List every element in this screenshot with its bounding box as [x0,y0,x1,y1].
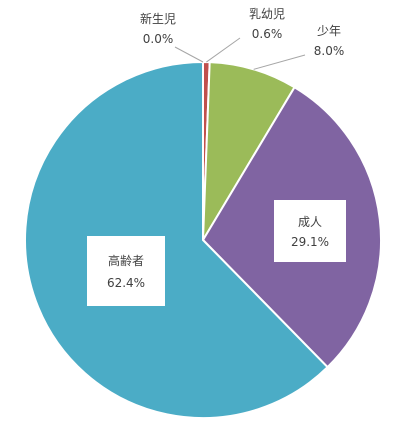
label-shonen-name: 少年 [317,24,341,38]
label-seijin-value: 29.1% [291,235,329,249]
slice-shonen [202,61,296,241]
label-nyuyoji-value: 0.6% [252,27,283,41]
label-seijin-name: 成人 [298,215,322,229]
leader-lines [174,37,306,70]
leader-shinseiji [174,46,204,63]
label-koreisha-name: 高齢者 [108,253,144,268]
leader-nyuyoji [206,37,241,63]
label-nyuyoji-name: 乳幼児 [249,7,285,21]
leader-shonen [253,54,306,70]
label-box-koreisha [87,236,165,306]
slice-koreisha [24,60,329,419]
label-koreisha-value: 62.4% [107,276,145,290]
label-shinseiji-name: 新生児 [140,11,176,26]
label-box-seijin [274,200,346,262]
label-shinseiji-value: 0.0% [143,32,174,46]
label-shonen-value: 8.0% [314,44,345,58]
